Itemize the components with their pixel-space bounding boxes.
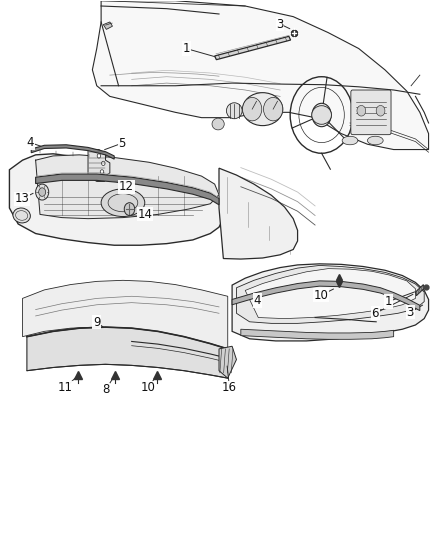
Ellipse shape: [312, 106, 332, 124]
Polygon shape: [241, 329, 394, 340]
Polygon shape: [88, 150, 110, 181]
Text: 16: 16: [222, 381, 237, 394]
Text: 1: 1: [385, 295, 392, 308]
Text: 3: 3: [276, 18, 284, 30]
Polygon shape: [232, 264, 428, 341]
Ellipse shape: [212, 118, 224, 130]
Circle shape: [102, 161, 105, 165]
Polygon shape: [232, 281, 420, 311]
Ellipse shape: [101, 189, 145, 216]
Text: 4: 4: [27, 136, 34, 149]
Polygon shape: [22, 280, 228, 349]
Text: 12: 12: [119, 180, 134, 193]
Circle shape: [124, 203, 135, 215]
Text: 10: 10: [314, 289, 328, 302]
Circle shape: [35, 184, 49, 200]
Text: 3: 3: [406, 306, 414, 319]
Polygon shape: [35, 155, 219, 219]
Circle shape: [39, 188, 46, 196]
Text: 10: 10: [141, 381, 155, 394]
Polygon shape: [10, 154, 223, 245]
Polygon shape: [27, 327, 228, 378]
Ellipse shape: [243, 93, 283, 126]
FancyBboxPatch shape: [351, 90, 391, 135]
Ellipse shape: [342, 136, 358, 145]
Circle shape: [243, 98, 262, 121]
Polygon shape: [219, 168, 297, 259]
Polygon shape: [92, 1, 428, 150]
Ellipse shape: [226, 103, 242, 119]
Polygon shape: [215, 36, 290, 60]
Circle shape: [264, 98, 283, 121]
Text: 8: 8: [102, 383, 109, 397]
Text: 4: 4: [254, 294, 261, 307]
Circle shape: [100, 169, 104, 174]
Polygon shape: [237, 265, 424, 324]
Text: 14: 14: [137, 208, 152, 221]
Circle shape: [312, 103, 331, 127]
Text: 9: 9: [93, 316, 100, 329]
Polygon shape: [416, 285, 424, 296]
Ellipse shape: [13, 208, 30, 223]
Circle shape: [357, 106, 366, 116]
Polygon shape: [103, 22, 113, 29]
Polygon shape: [219, 346, 237, 378]
Text: 5: 5: [118, 136, 126, 150]
Polygon shape: [245, 269, 416, 319]
Circle shape: [97, 154, 101, 158]
Text: 6: 6: [371, 307, 379, 320]
Polygon shape: [31, 145, 114, 159]
Ellipse shape: [367, 136, 383, 145]
Text: 1: 1: [183, 42, 190, 55]
Text: 11: 11: [58, 381, 73, 394]
Text: 13: 13: [14, 192, 29, 206]
Circle shape: [376, 106, 385, 116]
Polygon shape: [35, 174, 219, 205]
